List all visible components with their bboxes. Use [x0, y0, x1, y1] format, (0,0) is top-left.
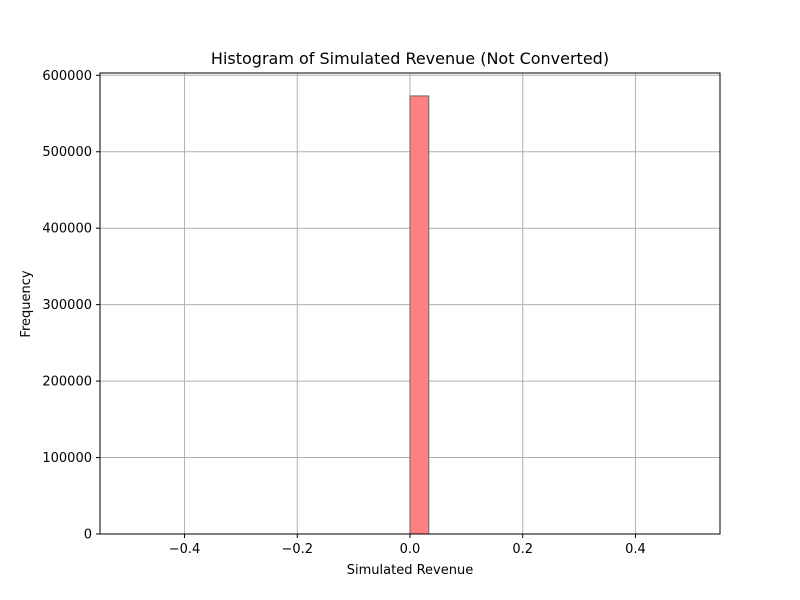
x-tick-label: 0.0 — [400, 542, 421, 557]
x-tick-label: −0.2 — [281, 542, 313, 557]
y-tick-label: 400000 — [42, 222, 92, 237]
x-axis-label: Simulated Revenue — [347, 563, 473, 578]
tick-layer: −0.4 −0.2 0.0 0.2 0.4 0 100000 200000 300000 4000… — [42, 69, 645, 557]
x-tick-label: −0.4 — [169, 542, 201, 557]
y-tick-label: 200000 — [42, 375, 92, 390]
bar-layer — [409, 95, 430, 535]
y-tick-label: 300000 — [42, 298, 92, 313]
y-tick-label: 500000 — [42, 145, 92, 160]
y-tick-label: 100000 — [42, 451, 92, 466]
x-tick-label: 0.4 — [625, 542, 646, 557]
y-tick-label: 0 — [84, 528, 92, 543]
y-tick-label: 600000 — [42, 69, 92, 84]
histogram-bar — [409, 95, 430, 535]
chart-title: Histogram of Simulated Revenue (Not Conv… — [211, 49, 609, 68]
y-axis-label: Frequency — [19, 270, 34, 337]
x-tick-label: 0.2 — [512, 542, 533, 557]
